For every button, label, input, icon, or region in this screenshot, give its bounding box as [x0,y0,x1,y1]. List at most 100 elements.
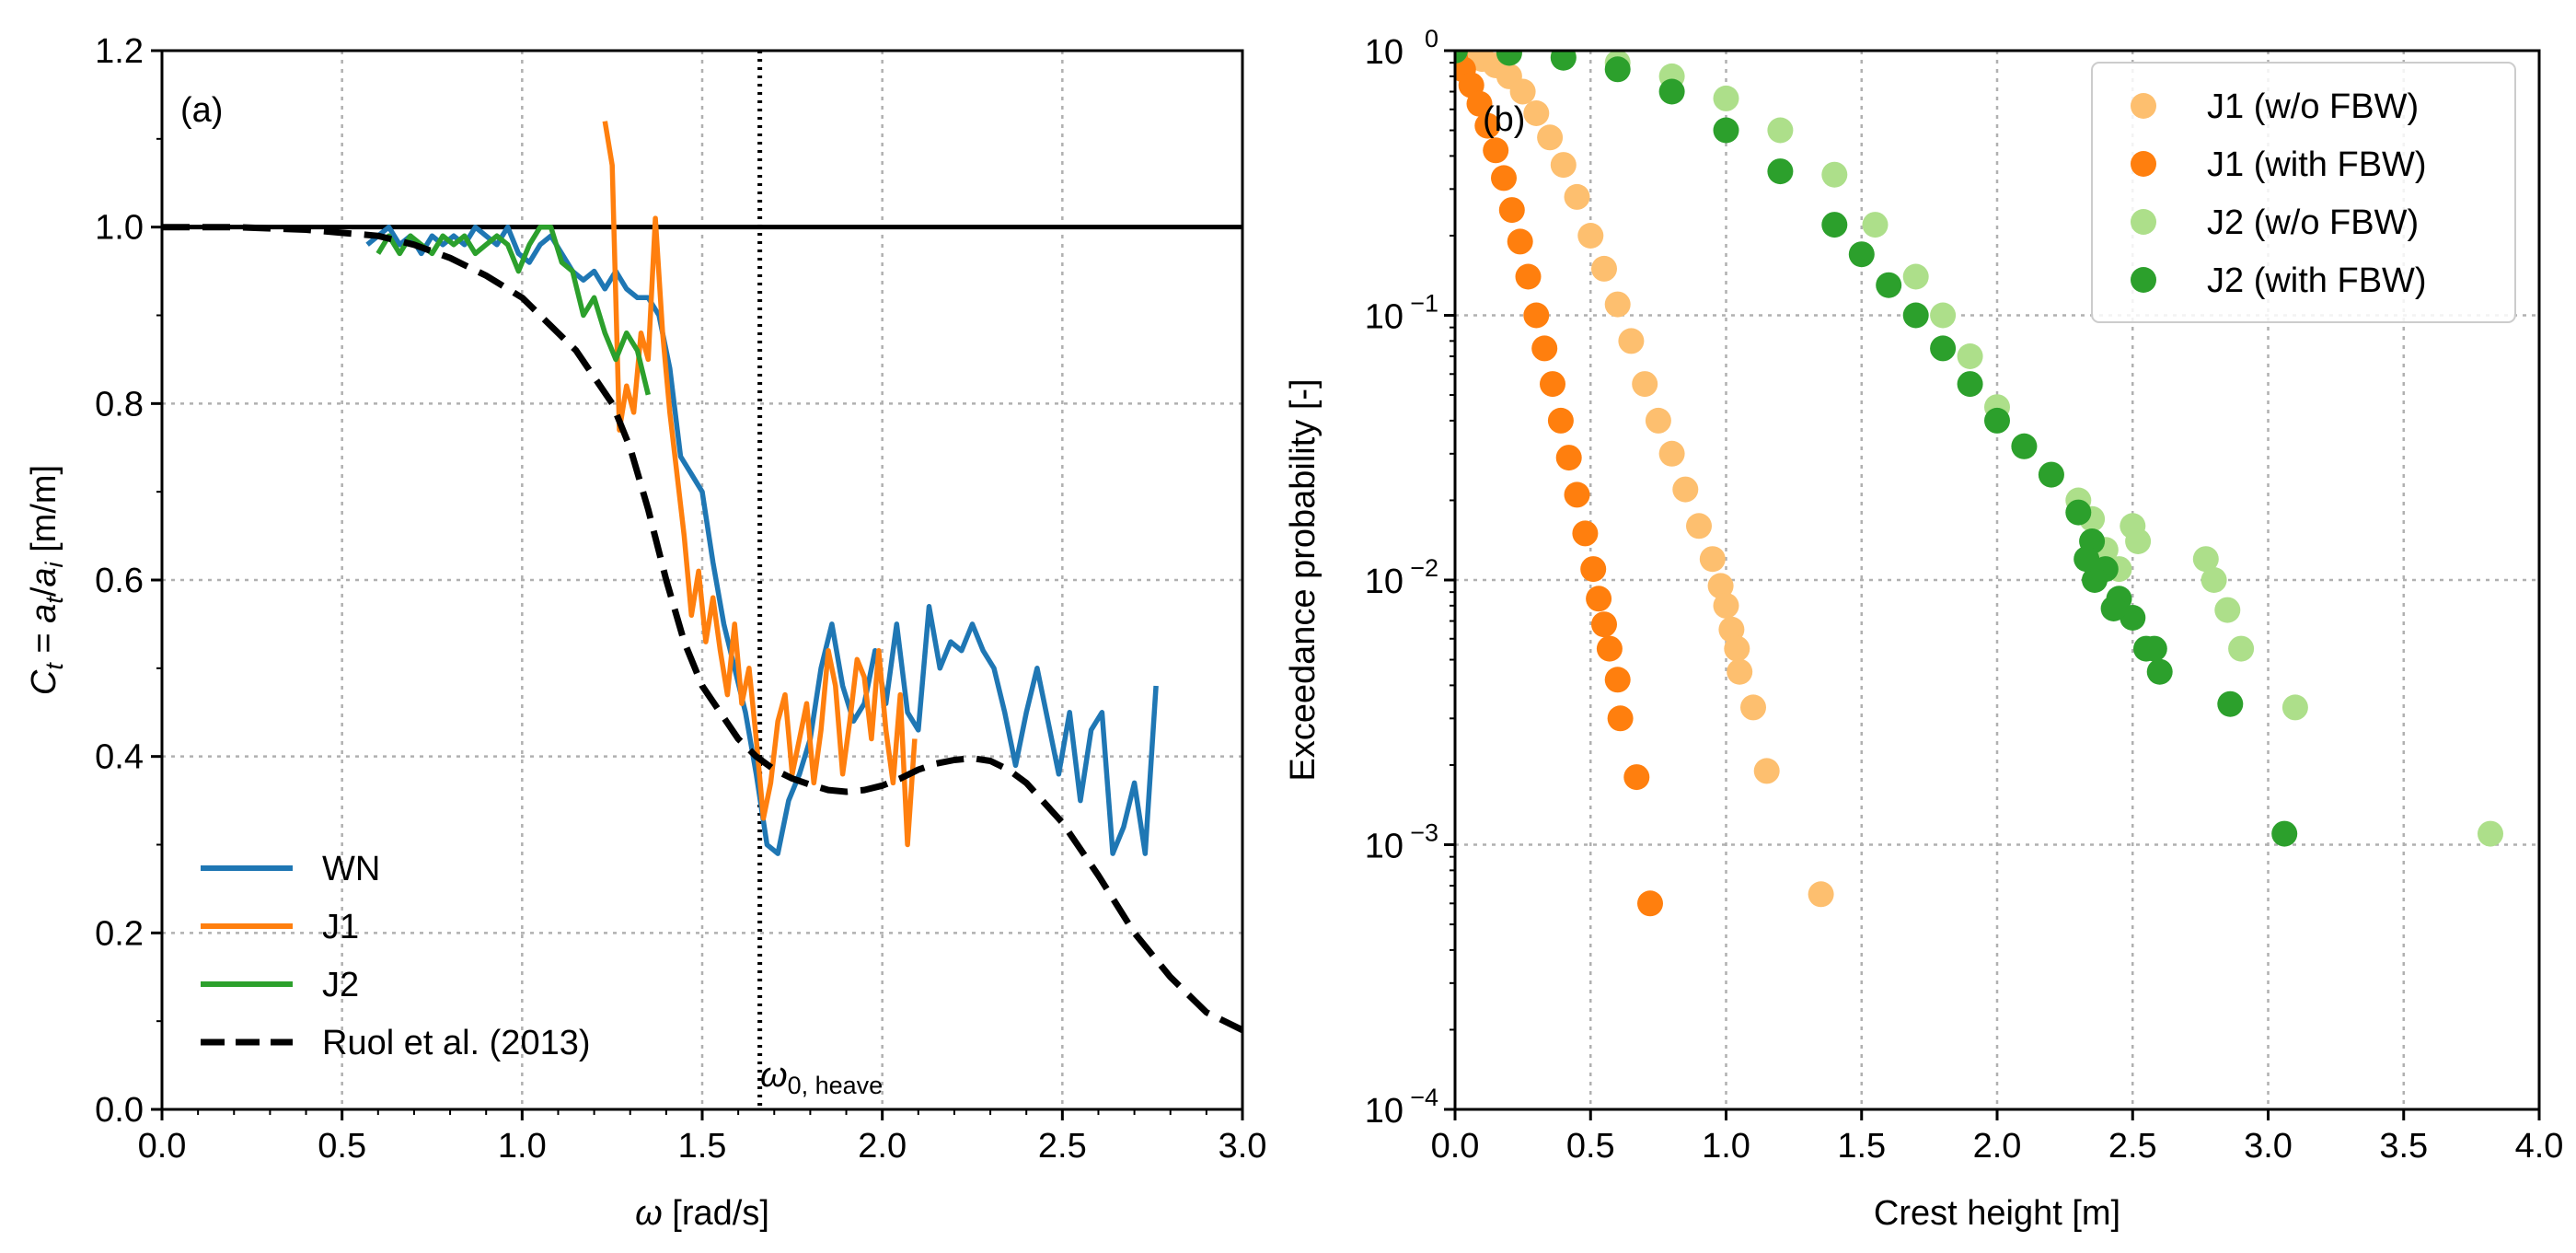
panel-b-point-j1-w-o-fbw [1808,881,1834,908]
panel-b-point-j2-with-fbw [2120,605,2146,631]
panel-b-point-j2-w-o-fbw [1862,212,1889,238]
panel-a-x-tick-label: 1.5 [678,1127,727,1166]
panel-b-x-tick-label: 3.0 [2244,1127,2293,1166]
panel-b-point-j1-w-o-fbw [1632,371,1658,398]
panel-a-label: (a) [180,91,223,130]
panel-a-x-tick-label: 0.0 [138,1127,187,1166]
panel-b-point-j2-with-fbw [1658,78,1685,105]
panel-b-point-j2-with-fbw [2146,658,2173,685]
panel-b-point-j2-with-fbw [2065,499,2092,526]
panel-b-point-j1-with-fbw [1515,263,1542,290]
panel-b-point-j2-with-fbw [1848,241,1875,268]
panel-b-point-j1-with-fbw [1498,197,1525,224]
panel-b-point-j2-with-fbw [2217,690,2244,717]
panel-a-y-tick-label: 0.0 [95,1091,144,1130]
panel-b-point-j1-w-o-fbw [1699,546,1726,573]
panel-b-point-j2-w-o-fbw [1930,302,1957,329]
panel-b-x-tick-label: 2.0 [1973,1127,2022,1166]
panel-b-point-j2-w-o-fbw [2478,820,2503,847]
panel-b-point-j2-with-fbw [2038,461,2064,488]
panel-b-point-j2-with-fbw [1550,51,1577,71]
panel-b-x-tick-label: 1.5 [1837,1127,1886,1166]
panel-b-point-j2-w-o-fbw [2214,597,2241,623]
panel-b-point-j1-w-o-fbw [1724,635,1750,662]
panel-b-point-j1-with-fbw [1564,481,1590,508]
panel-b-x-ticks: 0.0 0.5 1.0 1.5 2.0 2.5 3.0 3.5 4.0 [1431,1109,2563,1166]
panel-a-reference-lines [162,51,1242,1109]
panel-b-point-j1-w-o-fbw [1604,291,1631,318]
panel-b-y-tick-label: 10 [1365,828,1404,866]
panel-b-x-tick-label: 1.0 [1702,1127,1750,1166]
panel-b-point-j1-with-fbw [1547,407,1574,434]
panel-b-x-tick-label: 0.0 [1431,1127,1480,1166]
panel-b-point-j2-with-fbw [1902,302,1929,329]
panel-a-x-tick-label: 2.5 [1038,1127,1087,1166]
panel-b-y-tick-exponent: −1 [1410,290,1438,318]
panel-b-point-j2-with-fbw [2141,635,2167,662]
panel-b-point-j2-w-o-fbw [1957,343,1983,369]
panel-b-point-j1-with-fbw [1572,520,1599,547]
panel-a-y-tick-label: 0.8 [95,385,144,423]
panel-b-point-j1-with-fbw [1637,890,1663,917]
panel-b-point-j1-with-fbw [1531,335,1558,362]
panel-b-xlabel: Crest height [m] [1874,1194,2120,1233]
panel-b-point-j1-w-o-fbw [1523,100,1550,126]
panel-b-point-j1-w-o-fbw [1672,476,1699,503]
panel-a-x-tick-label: 1.0 [498,1127,547,1166]
panel-b-y-tick-label: 10 [1365,563,1404,601]
panel-b-point-j1-with-fbw [1591,611,1617,638]
panel-a-xlabel: ω [rad/s] [635,1194,769,1233]
panel-b-point-j2-with-fbw [2082,567,2108,593]
panel-a-y-tick-label: 0.2 [95,914,144,953]
legend-b-marker [2131,209,2156,235]
panel-a-ylabel: Ct = at/ai [m/m] [25,465,68,695]
panel-b-legend: J1 (w/o FBW) J1 (with FBW) J2 (w/o FBW) J2 … [2091,62,2516,323]
panel-a-x-tick-label: 0.5 [318,1127,366,1166]
panel-b-x-tick-label: 2.5 [2108,1127,2157,1166]
panel-b-point-j1-w-o-fbw [1753,758,1780,784]
panel-b-point-j2-with-fbw [1455,51,1468,64]
panel-b-point-j1-with-fbw [1623,764,1650,791]
panel-b-point-j2-w-o-fbw [2201,567,2227,593]
panel-b-point-j1-w-o-fbw [1618,328,1645,354]
panel-b-point-j2-w-o-fbw [1767,117,1794,144]
panel-b-point-j1-with-fbw [1491,165,1517,191]
panel-b-point-j1-with-fbw [1607,705,1634,732]
panel-b-point-j2-with-fbw [1821,212,1848,238]
panel-b-point-j1-w-o-fbw [1707,573,1734,599]
panel-b-point-j2-with-fbw [2271,820,2298,847]
panel-a-series-j1 [602,121,918,848]
panel-b-point-j1-w-o-fbw [1740,694,1766,721]
panel-b-y-tick-exponent: 0 [1425,25,1438,52]
legend-b-marker [2131,93,2156,119]
panel-a-vline-label: ω0, heave [760,1056,883,1099]
legend-b-label: J2 (w/o FBW) [2207,203,2419,242]
panel-b-point-j1-w-o-fbw [1577,223,1604,249]
panel-b-point-j1-w-o-fbw [1537,124,1564,151]
panel-b-point-j2-with-fbw [1767,158,1794,185]
panel-b-point-j2-with-fbw [1957,371,1983,398]
panel-a-x-ticks: 0.0 0.5 1.0 1.5 2.0 2.5 3.0 [138,1109,1266,1166]
panel-a-series [162,121,1242,1033]
panel-b-label: (b) [1483,100,1525,139]
panel-b-point-j1-w-o-fbw [1658,440,1685,467]
legend-a-label: WN [322,850,380,888]
panel-b-point-j2-w-o-fbw [2228,635,2255,662]
legend-a-label: J1 [322,908,359,946]
panel-b-point-j1-with-fbw [1604,667,1631,693]
panel-b-point-j2-with-fbw [1984,407,2010,434]
panel-b-point-j2-w-o-fbw [2281,694,2308,721]
panel-b-point-j2-with-fbw [2074,546,2100,573]
panel-b-point-j2-with-fbw [1713,117,1739,144]
panel-b-x-tick-label: 0.5 [1566,1127,1615,1166]
panel-b: 0.0 0.5 1.0 1.5 2.0 2.5 3.0 3.5 4.0 10−410−310−2… [1284,25,2563,1233]
panel-a-y-tick-label: 0.6 [95,562,144,600]
panel-b-point-j1-with-fbw [1466,90,1493,117]
panel-b-point-j1-w-o-fbw [1550,152,1577,179]
panel-b-point-j2-w-o-fbw [2192,546,2219,573]
panel-a-series-ruol-et-al-2013 [162,224,1242,1033]
panel-b-y-tick-exponent: −3 [1410,819,1438,847]
panel-b-point-j2-with-fbw [2100,596,2127,621]
panel-b-series [1455,51,2503,917]
